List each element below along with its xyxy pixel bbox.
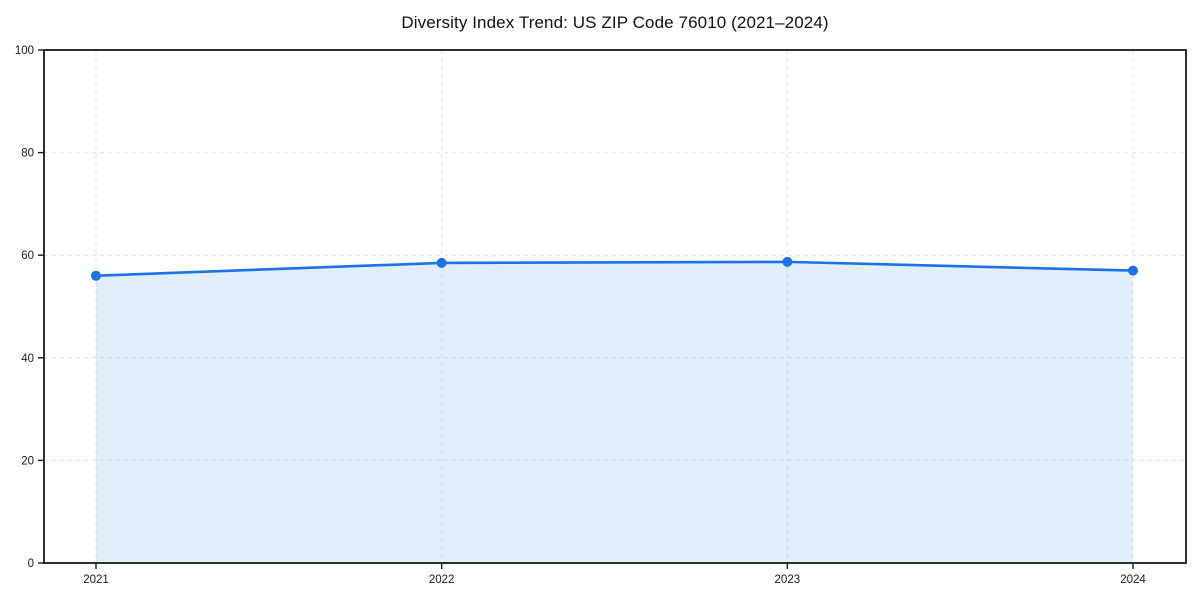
x-tick-label: 2021 <box>83 574 109 586</box>
y-tick-label: 40 <box>21 353 34 365</box>
axes-frame <box>43 49 1187 564</box>
data-point-2021 <box>91 270 101 281</box>
data-point-2022 <box>436 257 447 268</box>
y-tick-label: 60 <box>21 250 34 262</box>
data-point-2023 <box>782 256 793 267</box>
x-tick-label: 2022 <box>429 574 455 586</box>
data-point-2024 <box>1128 265 1138 276</box>
y-tick-label: 80 <box>21 148 34 160</box>
area-fill <box>96 261 1133 563</box>
x-tick-label: 2023 <box>775 574 801 586</box>
y-tick-label: 100 <box>15 45 34 57</box>
chart-title: Diversity Index Trend: US ZIP Code 76010… <box>401 13 829 32</box>
x-tick-label: 2024 <box>1120 574 1146 586</box>
y-tick-label: 0 <box>28 558 34 570</box>
trend-line <box>94 260 1135 278</box>
y-tick-label: 20 <box>21 455 34 467</box>
